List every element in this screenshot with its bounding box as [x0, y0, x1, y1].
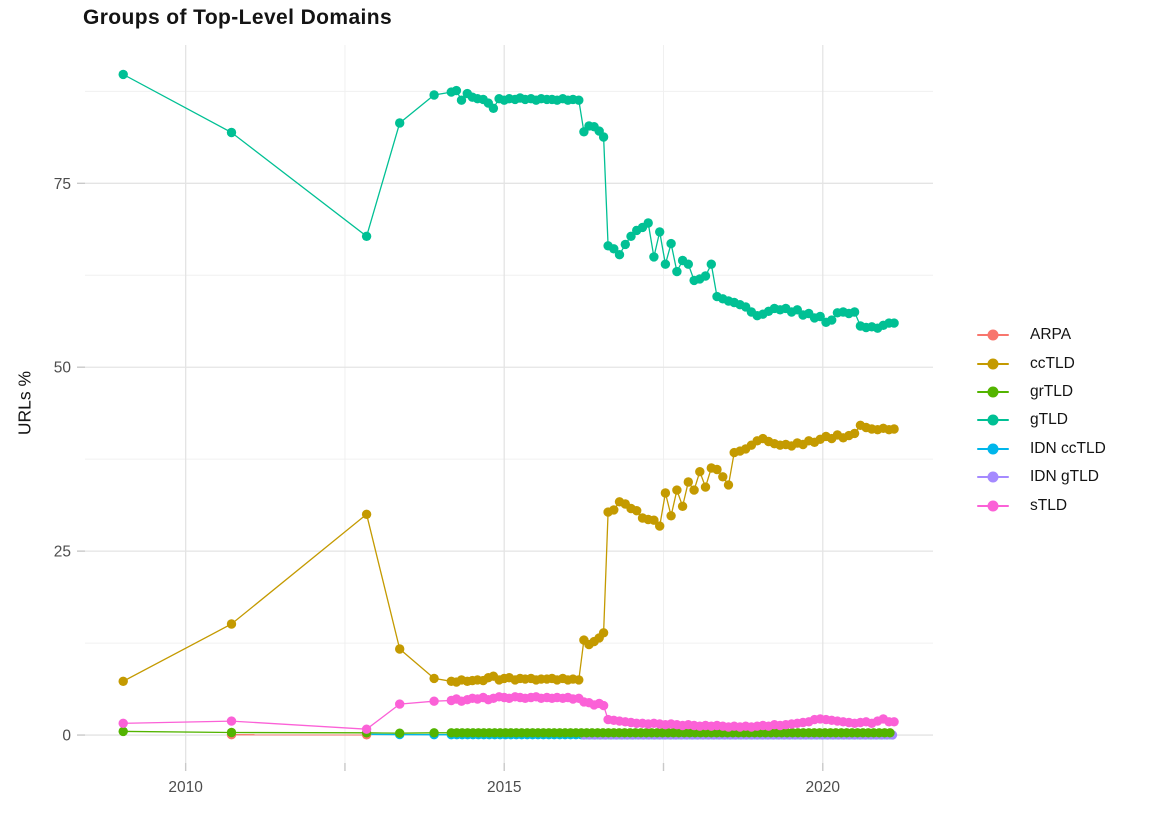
legend-item-gTLD: gTLD	[977, 406, 1106, 434]
legend-item-ccTLD: ccTLD	[977, 349, 1106, 377]
legend-item-sTLD: sTLD	[977, 491, 1106, 519]
legend-key-icon	[977, 358, 1009, 370]
gridlines-minor	[85, 45, 933, 763]
legend-item-label: sTLD	[1030, 496, 1068, 514]
legend-item-IDN-gTLD: IDN gTLD	[977, 463, 1106, 491]
series-points-ccTLD	[118, 420, 899, 687]
legend-item-grTLD: grTLD	[977, 378, 1106, 406]
svg-text:2020: 2020	[806, 779, 841, 796]
series-points-sTLD	[118, 692, 899, 734]
svg-text:25: 25	[54, 544, 71, 561]
series-points-gTLD	[118, 69, 899, 333]
svg-text:2015: 2015	[487, 779, 521, 796]
x-axis-tick-labels: 2010 2015 2020	[168, 779, 840, 796]
svg-text:0: 0	[62, 728, 71, 745]
gridlines-major	[85, 45, 933, 763]
legend-item-label: ccTLD	[1030, 354, 1075, 372]
series-line-gTLD	[122, 73, 895, 329]
y-axis-tick-labels: 0 25 50 75	[54, 176, 72, 745]
legend-key-icon	[977, 471, 1009, 483]
axis-tick-marks	[77, 182, 824, 771]
legend-item-ARPA: ARPA	[977, 321, 1106, 349]
legend-item-label: IDN ccTLD	[1030, 439, 1106, 457]
legend-key-icon	[977, 500, 1009, 512]
legend-item-label: IDN gTLD	[1030, 468, 1099, 486]
legend-key-icon	[977, 414, 1009, 426]
legend-key-icon	[977, 329, 1009, 341]
chart-title: Groups of Top-Level Domains	[83, 6, 393, 29]
svg-text:50: 50	[54, 360, 72, 377]
legend-item-label: grTLD	[1030, 382, 1074, 400]
svg-text:75: 75	[54, 176, 71, 193]
legend-item-label: ARPA	[1030, 326, 1072, 344]
legend-key-icon	[977, 386, 1009, 398]
legend-item-label: gTLD	[1030, 411, 1068, 429]
legend: ARPA ccTLD grTLD gTLD IDN ccTLD IDN gTLD sTLD	[977, 321, 1106, 520]
legend-key-icon	[977, 443, 1009, 455]
legend-item-IDN-ccTLD: IDN ccTLD	[977, 435, 1106, 463]
svg-text:2010: 2010	[168, 779, 203, 796]
